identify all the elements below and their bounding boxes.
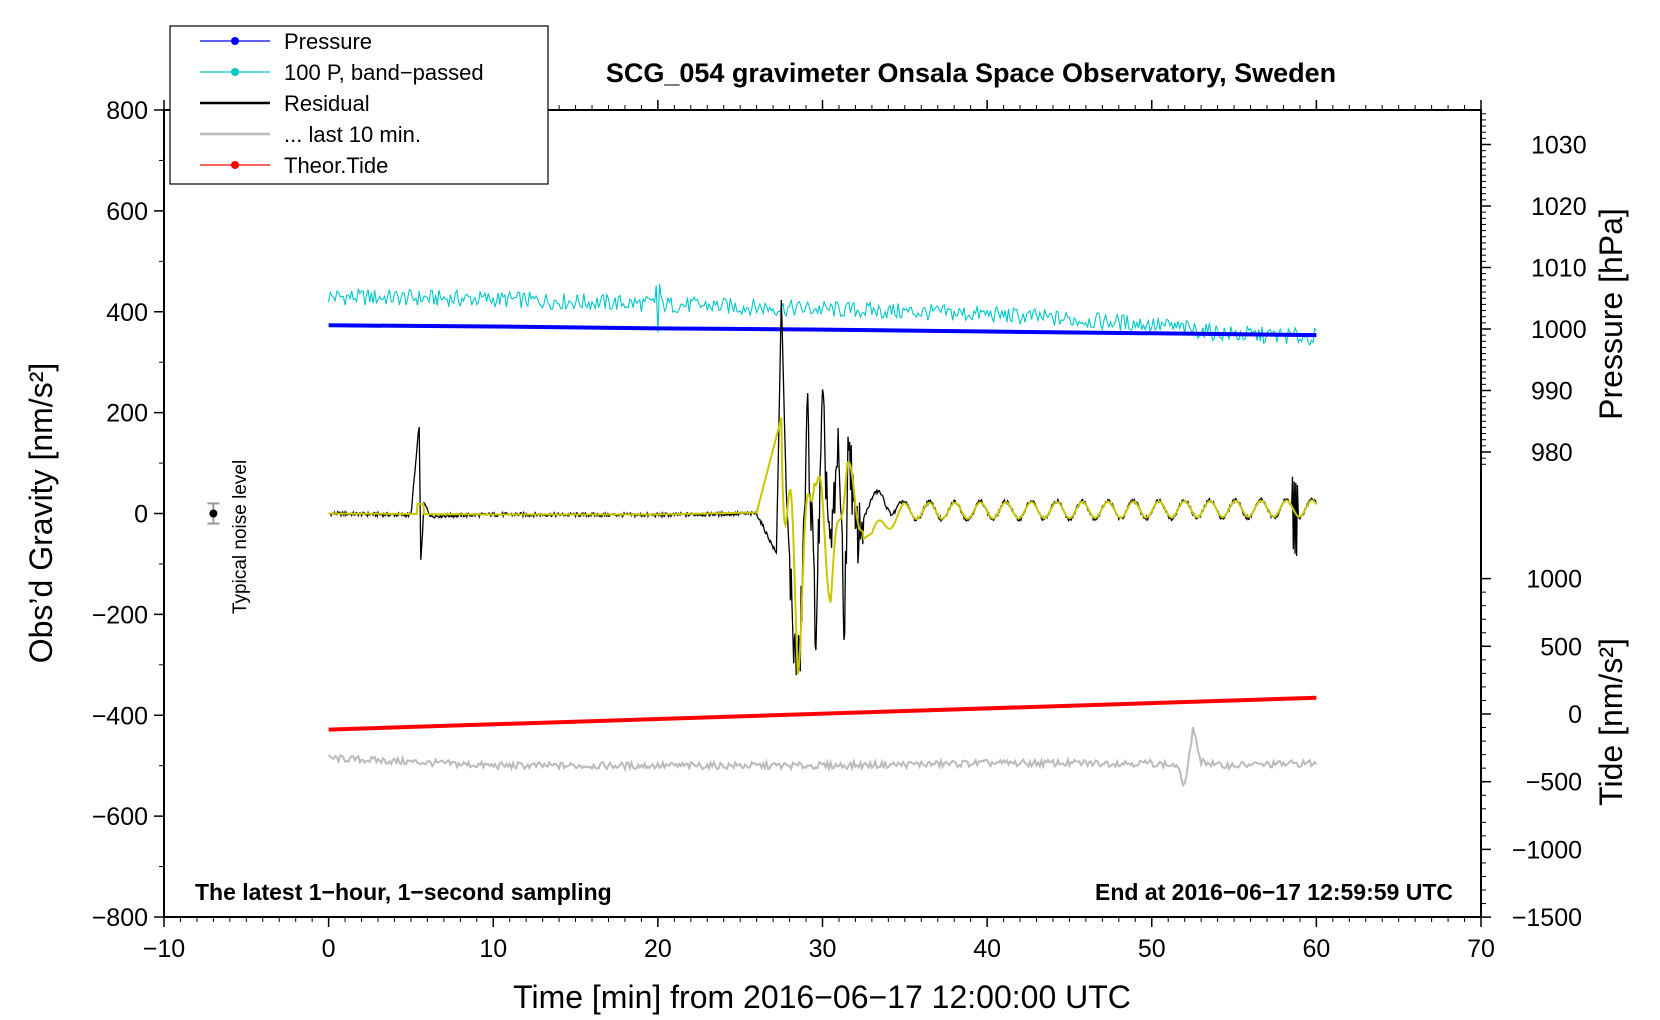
y-tick-label: 800: [106, 97, 148, 125]
x-tick-label: 10: [479, 935, 507, 963]
series-theoretical-tide: [328, 695, 1317, 732]
tide-tick-label: 0: [1568, 701, 1582, 729]
y-tick-label: 0: [134, 501, 148, 529]
legend-label: ... last 10 min.: [284, 122, 421, 147]
sampling-annotation: The latest 1−hour, 1−second sampling: [195, 879, 612, 905]
pressure-tick-label: 1020: [1531, 193, 1587, 221]
x-tick-label: 20: [644, 935, 672, 963]
legend-box: [169, 25, 549, 185]
x-tick-label: 50: [1138, 935, 1166, 963]
legend-label: Pressure: [284, 29, 372, 54]
tide-axis-label: Tide [nm/s²]: [1593, 638, 1629, 806]
series-pressure: [328, 323, 1317, 338]
pressure-tick-label: 990: [1531, 378, 1573, 406]
legend-label: 100 P, band−passed: [284, 60, 484, 85]
chart-title: SCG_054 gravimeter Onsala Space Observat…: [606, 58, 1336, 88]
y-tick-label: 400: [106, 299, 148, 327]
legend-label: Residual: [284, 91, 370, 116]
x-axis-ticks: −10 0 10 20 30 40 50 60 70: [143, 100, 1495, 963]
series-layer: [327, 283, 1318, 788]
y-tick-label: 200: [106, 400, 148, 428]
pressure-tick-label: 1030: [1531, 132, 1587, 160]
x-tick-label: −10: [143, 935, 185, 963]
tide-tick-label: −1000: [1512, 836, 1582, 864]
pressure-tick-label: 980: [1531, 439, 1573, 467]
x-tick-label: 40: [973, 935, 1001, 963]
y-tick-label: −400: [92, 702, 148, 730]
pressure-axis-label: Pressure [hPa]: [1593, 208, 1629, 420]
tide-tick-label: −1500: [1512, 904, 1582, 932]
end-time-annotation: End at 2016−06−17 12:59:59 UTC: [1095, 879, 1453, 905]
x-tick-label: 0: [322, 935, 336, 963]
x-tick-label: 30: [809, 935, 837, 963]
series-bandpassed-pressure: [328, 283, 1317, 347]
pressure-axis-ticks: 980 990 1000 1010 1020 1030: [1481, 113, 1587, 467]
y-tick-label: −600: [92, 803, 148, 831]
series-residual-filtered: [328, 417, 1318, 675]
legend: Pressure 100 P, band−passed Residual ... la…: [200, 29, 484, 178]
tide-axis-ticks: −1500 −1000 −500 0 500 1000: [1481, 566, 1582, 932]
noise-level-label: Typical noise level: [230, 460, 251, 614]
y-axis-label: Obs’d Gravity [nm/s²]: [23, 363, 59, 664]
x-axis-label: Time [min] from 2016−06−17 12:00:00 UTC: [513, 979, 1131, 1015]
tide-tick-label: 500: [1540, 633, 1582, 661]
tide-tick-label: −500: [1526, 769, 1582, 797]
legend-label: Theor.Tide: [284, 153, 388, 178]
y-tick-label: −200: [92, 601, 148, 629]
tide-tick-label: 1000: [1526, 566, 1582, 594]
noise-level-marker: [207, 502, 220, 525]
noise-level-dot: [209, 509, 218, 518]
legend-marker: [231, 68, 239, 76]
y-tick-label: −800: [92, 904, 148, 932]
series-last-10-min: [327, 726, 1318, 788]
x-tick-label: 70: [1467, 935, 1495, 963]
y-tick-label: 600: [106, 198, 148, 226]
pressure-tick-label: 1000: [1531, 316, 1587, 344]
y-axis-ticks: −800 −600 −400 −200 0 200 400 600 800: [92, 97, 164, 932]
legend-marker: [231, 37, 239, 45]
pressure-tick-label: 1010: [1531, 255, 1587, 283]
x-tick-label: 60: [1302, 935, 1330, 963]
legend-marker: [231, 161, 239, 169]
